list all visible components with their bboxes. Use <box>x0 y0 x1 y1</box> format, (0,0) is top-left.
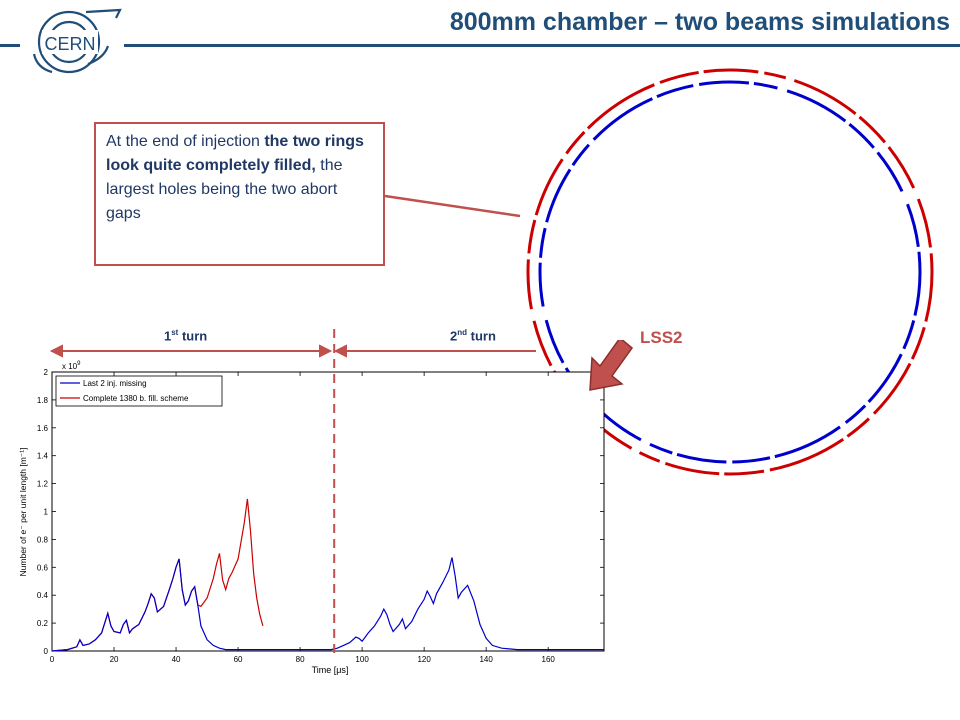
lss2-arrow-shape <box>589 340 634 391</box>
x-tick-label: 0 <box>50 655 55 664</box>
y-tick-label: 1 <box>44 508 49 517</box>
y-tick-label: 0.8 <box>37 535 49 544</box>
title-rule-left <box>0 44 20 47</box>
first-turn-label: 1st turn <box>164 328 208 344</box>
y-tick-label: 0 <box>44 647 49 656</box>
legend-label-red: Complete 1380 b. fill. scheme <box>83 394 189 403</box>
rings-diagram <box>526 68 934 476</box>
page-title: 800mm chamber – two beams simulations <box>449 8 950 36</box>
inner-ring <box>538 80 922 464</box>
x-tick-label: 20 <box>110 655 119 664</box>
first-turn-arrowhead-right <box>319 344 333 358</box>
axes: 0 20 40 60 80 100 120 140 160 0 0.2 0.4 0.6 0.8 1 1.2 1.… <box>37 368 604 664</box>
first-turn-arrowhead-left <box>49 344 63 358</box>
plot-frame <box>51 371 605 652</box>
x-tick-label: 160 <box>542 655 556 664</box>
turn-arrows <box>49 344 536 358</box>
y-tick-label: 0.4 <box>37 591 49 600</box>
outer-ring <box>526 68 934 476</box>
y-tick-label: 2 <box>44 368 49 377</box>
x-tick-label: 100 <box>355 655 369 664</box>
x-tick-label: 140 <box>479 655 493 664</box>
x-axis-label: Time [μs] <box>312 665 349 675</box>
series-layer <box>51 498 604 652</box>
y-axis-label: Number of e⁻ per unit length [m⁻¹] <box>18 448 28 577</box>
callout-box: At the end of injection the two rings lo… <box>94 122 385 266</box>
title-rule-right <box>124 44 960 47</box>
callout-text-bold: the two rings look quite completely fill… <box>106 133 364 174</box>
callout-pointer-line <box>384 194 521 218</box>
lss2-arrow <box>589 340 634 391</box>
cern-logo: CERN <box>32 8 122 74</box>
x-tick-label: 40 <box>172 655 181 664</box>
callout-text-2: the largest holes being the two abort ga… <box>106 157 343 222</box>
chart: 0 20 40 60 80 100 120 140 160 0 0.2 0.4 0.6 0.8 1 1.2 1.… <box>18 329 605 675</box>
x-tick-label: 120 <box>417 655 431 664</box>
x-tick-label: 60 <box>234 655 243 664</box>
callout-text-1: At the end of injection <box>106 133 265 150</box>
x-tick-label: 80 <box>296 655 305 664</box>
series-line-blue <box>51 557 604 652</box>
legend-label-blue: Last 2 inj. missing <box>83 379 147 388</box>
y-tick-label: 0.6 <box>37 563 49 572</box>
cern-logo-text: CERN <box>44 34 95 54</box>
legend-box <box>55 375 223 407</box>
legend: Last 2 inj. missing Complete 1380 b. fil… <box>55 375 223 407</box>
second-turn-arrowhead-left <box>333 344 347 358</box>
lss2-label: LSS2 <box>640 328 683 347</box>
y-tick-label: 1.8 <box>37 396 49 405</box>
y-tick-label: 1.2 <box>37 480 49 489</box>
second-turn-label: 2nd turn <box>450 328 496 344</box>
y-tick-label: 0.2 <box>37 619 49 628</box>
y-tick-label: 1.6 <box>37 424 49 433</box>
y-exponent-label: x 109 <box>62 361 81 371</box>
y-tick-label: 1.4 <box>37 452 49 461</box>
